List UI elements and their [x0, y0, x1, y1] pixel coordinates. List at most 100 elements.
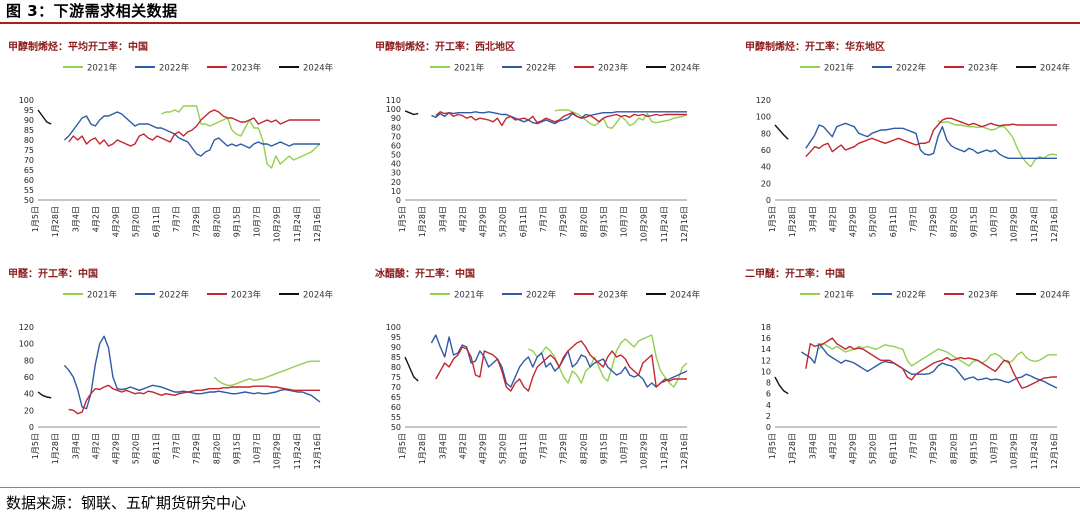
series-line-2024年: [774, 124, 789, 140]
x-tick-label: 6月11日: [889, 433, 898, 464]
y-tick-label: 12: [761, 356, 771, 365]
series-line-2023年: [435, 340, 687, 392]
chart-panel-2: 甲醇制烯烃：开工率：西北地区 2021年 2022年 2023年 2024年 0 10 20…: [375, 38, 715, 258]
y-tick-label: 0: [29, 423, 34, 432]
x-tick-label: 4月29日: [112, 206, 121, 237]
x-tick-label: 10月7日: [253, 433, 262, 464]
y-tick-label: 0: [766, 196, 771, 205]
x-tick-label: 11月24日: [293, 206, 302, 242]
x-tick-label: 9月15日: [232, 433, 241, 464]
legend-label-2021年: 2021年: [454, 63, 485, 74]
x-tick-label: 5月20日: [869, 433, 878, 464]
chart-title-2: 甲醇制烯烃：开工率：西北地区: [375, 42, 515, 53]
x-tick-label: 4月2日: [458, 433, 467, 459]
title-divider: [0, 22, 1080, 24]
series-line-2022年: [805, 122, 1057, 160]
x-tick-label: 7月29日: [192, 433, 201, 464]
x-tick-label: 1月28日: [788, 433, 797, 464]
series-line-2024年: [37, 109, 52, 125]
x-tick-label: 7月29日: [929, 206, 938, 237]
chart-2-plot: 2021年 2022年 2023年 2024年01020304050607080901…: [386, 63, 701, 243]
y-tick-label: 100: [19, 96, 34, 105]
y-tick-label: 4: [766, 401, 771, 410]
x-tick-label: 7月7日: [172, 433, 181, 459]
x-tick-label: 1月28日: [51, 433, 60, 464]
x-tick-label: 4月29日: [849, 206, 858, 237]
y-tick-label: 60: [761, 146, 771, 155]
series-line-2024年: [37, 391, 52, 399]
x-tick-label: 5月20日: [869, 206, 878, 237]
y-tick-label: 10: [391, 187, 401, 196]
series-line-2024年: [774, 376, 789, 395]
x-tick-label: 4月29日: [849, 433, 858, 464]
x-tick-label: 10月29日: [273, 206, 282, 242]
series-line-2022年: [431, 111, 687, 125]
x-tick-label: 4月29日: [112, 433, 121, 464]
x-tick-label: 3月4日: [438, 206, 447, 232]
y-tick-label: 65: [24, 166, 34, 175]
x-tick-label: 11月24日: [660, 206, 669, 242]
figure-title: 图 3：下游需求相关数据: [6, 2, 178, 20]
y-tick-label: 110: [386, 96, 401, 105]
x-tick-label: 4月2日: [458, 206, 467, 232]
chart-panel-4: 甲醛：开工率：中国 2021年 2022年 2023年 2024年 0 20 40 60 80 1…: [8, 265, 348, 485]
y-tick-label: 10: [761, 367, 771, 376]
x-tick-label: 6月11日: [519, 433, 528, 464]
x-tick-label: 1月28日: [418, 433, 427, 464]
legend-label-2022年: 2022年: [896, 290, 927, 301]
series-line-2024年: [404, 110, 419, 116]
x-tick-label: 5月20日: [499, 433, 508, 464]
y-tick-label: 70: [24, 156, 34, 165]
y-tick-label: 50: [391, 151, 401, 160]
x-tick-label: 11月24日: [1030, 206, 1039, 242]
x-tick-label: 10月29日: [640, 433, 649, 469]
legend-label-2023年: 2023年: [598, 290, 629, 301]
series-line-2021年: [818, 342, 1057, 367]
x-tick-label: 12月16日: [1050, 206, 1059, 242]
legend-label-2024年: 2024年: [1040, 290, 1071, 301]
x-tick-label: 1月5日: [398, 206, 407, 232]
chart-4-plot: 2021年 2022年 2023年 2024年 0 20 40 60 80 100 120 1月5日 1…: [19, 290, 334, 470]
y-tick-label: 85: [24, 126, 34, 135]
y-tick-label: 70: [391, 383, 401, 392]
x-tick-label: 7月7日: [539, 433, 548, 459]
y-tick-label: 16: [761, 334, 771, 343]
x-tick-label: 3月4日: [71, 433, 80, 459]
series-line-2021年: [937, 120, 1058, 168]
legend-label-2021年: 2021年: [87, 290, 118, 301]
x-tick-label: 11月24日: [293, 433, 302, 469]
series-line-2022年: [63, 335, 321, 410]
y-tick-label: 60: [24, 373, 34, 382]
legend-label-2023年: 2023年: [598, 63, 629, 74]
legend-label-2024年: 2024年: [670, 63, 701, 74]
x-tick-label: 9月15日: [232, 206, 241, 237]
y-tick-label: 2: [766, 412, 771, 421]
source-divider: [0, 487, 1080, 488]
x-tick-label: 12月16日: [1050, 433, 1059, 469]
x-tick-label: 7月29日: [559, 433, 568, 464]
x-tick-label: 4月29日: [479, 206, 488, 237]
y-tick-label: 8: [766, 379, 771, 388]
series-line-2022年: [801, 342, 1058, 389]
x-tick-label: 12月16日: [680, 433, 689, 469]
y-tick-label: 100: [386, 105, 401, 114]
chart-6-plot: 2021年 2022年 2023年 2024年 0 2 4 6 8 10 12 14 16 18 1月5日 1…: [761, 290, 1071, 470]
y-tick-label: 50: [24, 196, 34, 205]
legend: 2021年 2022年 2023年 2024年: [800, 290, 1071, 301]
y-tick-label: 55: [24, 186, 34, 195]
x-tick-label: 1月5日: [398, 433, 407, 459]
legend-label-2021年: 2021年: [87, 63, 118, 74]
legend-label-2022年: 2022年: [159, 63, 190, 74]
chart-5-plot: 2021年 2022年 2023年 2024年 50556065707580859095…: [386, 290, 701, 470]
x-tick-label: 1月5日: [768, 433, 777, 459]
legend-label-2023年: 2023年: [968, 63, 999, 74]
legend-label-2024年: 2024年: [670, 290, 701, 301]
x-tick-label: 7月29日: [929, 433, 938, 464]
legend: 2021年 2022年 2023年 2024年: [430, 63, 701, 74]
legend-label-2021年: 2021年: [454, 290, 485, 301]
y-tick-label: 80: [391, 123, 401, 132]
x-tick-label: 10月7日: [620, 206, 629, 237]
y-tick-label: 40: [761, 163, 771, 172]
y-tick-label: 6: [766, 390, 771, 399]
y-tick-label: 40: [24, 390, 34, 399]
